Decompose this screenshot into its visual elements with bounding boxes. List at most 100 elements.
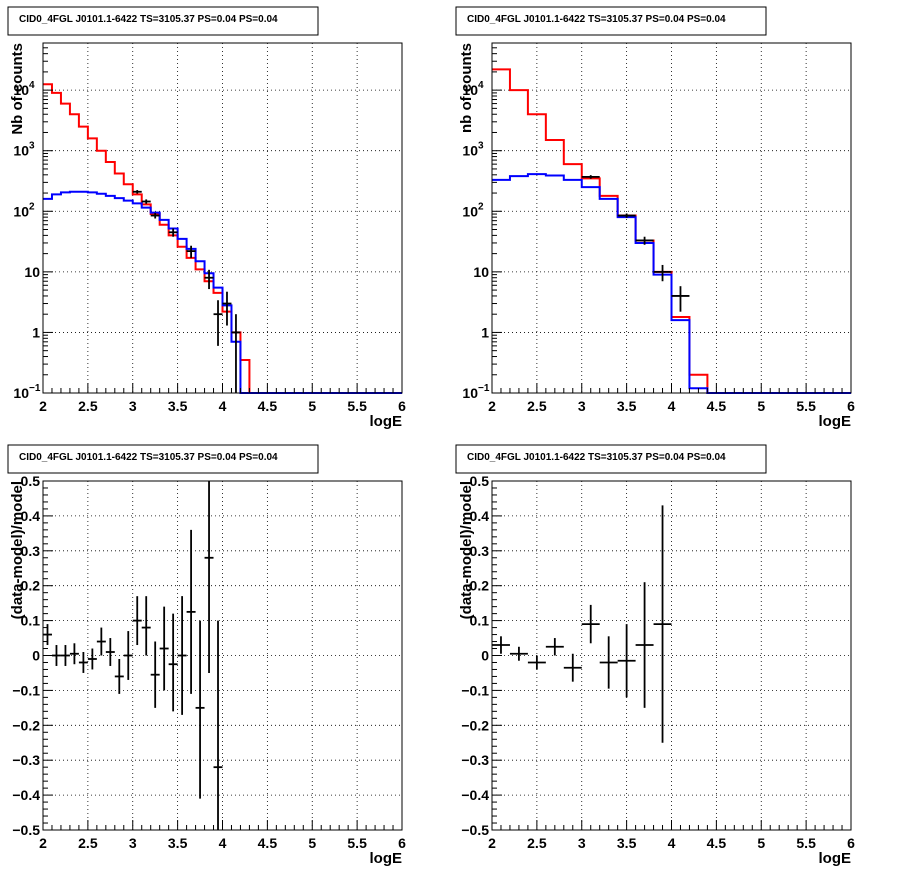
data-point — [617, 213, 636, 218]
data-point — [671, 286, 690, 312]
y-tick-label: −0.1 — [461, 682, 489, 698]
y-tick-exponent: 3 — [29, 141, 35, 152]
x-axis-label: logE — [819, 413, 852, 430]
y-tick-exponent: −1 — [29, 383, 41, 394]
y-tick-label: 10 — [13, 385, 29, 401]
series-line-1 — [43, 83, 402, 394]
x-tick-label: 2 — [488, 835, 496, 851]
data-point — [635, 582, 654, 708]
y-tick-label: 0.4 — [21, 508, 41, 524]
y-tick-label: −0.1 — [12, 682, 40, 698]
series-line-2 — [43, 190, 402, 394]
data-point — [527, 655, 546, 670]
y-tick-label: −0.2 — [12, 717, 40, 733]
y-tick-label: −0.4 — [461, 787, 489, 803]
y-tick-label: 10 — [462, 143, 478, 159]
x-tick-label: 6 — [398, 398, 406, 414]
x-tick-label: 6 — [847, 835, 855, 851]
data-point — [114, 658, 124, 694]
y-axis-label: (data-model)/model — [458, 481, 475, 619]
data-point — [168, 228, 178, 237]
x-tick-label: 2.5 — [527, 398, 547, 414]
data-point — [150, 641, 160, 708]
data-point — [51, 645, 61, 666]
x-tick-label: 3.5 — [617, 835, 637, 851]
x-tick-label: 5 — [757, 835, 765, 851]
chart-panel-1: CID0_4FGL J0101.1-6422 TS=3105.37 PS=0.0… — [7, 6, 406, 430]
y-tick-label: 0.3 — [470, 543, 490, 559]
y-axis-label: Nb of counts — [9, 43, 26, 135]
y-tick-label: 0.5 — [470, 473, 490, 489]
y-tick-label: 0.2 — [470, 578, 490, 594]
y-tick-label: 10 — [24, 264, 40, 280]
data-point — [87, 648, 97, 670]
x-tick-label: 4 — [668, 835, 676, 851]
x-tick-label: 2.5 — [78, 398, 98, 414]
data-point — [204, 269, 214, 290]
data-point — [78, 652, 88, 673]
chart-panel-3: CID0_4FGL J0101.1-6422 TS=3105.37 PS=0.0… — [7, 444, 406, 867]
y-tick-label: −0.5 — [12, 822, 40, 838]
y-tick-label: 0.4 — [470, 508, 490, 524]
x-tick-label: 5 — [308, 835, 316, 851]
y-tick-label: 1 — [32, 324, 40, 340]
data-point — [132, 596, 142, 646]
y-tick-label: 10 — [13, 203, 29, 219]
x-tick-label: 5.5 — [347, 835, 367, 851]
title-box — [455, 6, 767, 36]
data-point — [617, 624, 636, 698]
data-point — [141, 596, 151, 656]
x-tick-label: 3 — [129, 835, 137, 851]
y-tick-label: 10 — [13, 143, 29, 159]
y-tick-exponent: 3 — [478, 141, 484, 152]
title-box — [7, 444, 319, 474]
chart-title: CID0_4FGL J0101.1-6422 TS=3105.37 PS=0.0… — [19, 14, 278, 25]
data-point — [545, 638, 564, 656]
data-point — [69, 643, 79, 665]
x-tick-label: 2.5 — [78, 835, 98, 851]
y-tick-exponent: 4 — [29, 80, 35, 91]
x-tick-label: 5.5 — [796, 398, 816, 414]
data-point — [123, 631, 133, 680]
x-tick-label: 4 — [219, 835, 227, 851]
data-point — [168, 613, 178, 712]
y-tick-label: 1 — [481, 324, 489, 340]
x-tick-label: 4.5 — [707, 835, 727, 851]
x-tick-label: 5.5 — [347, 398, 367, 414]
data-point — [177, 596, 187, 715]
x-tick-label: 3.5 — [617, 398, 637, 414]
y-tick-label: 10 — [13, 82, 29, 98]
x-tick-label: 5 — [308, 398, 316, 414]
x-tick-label: 2 — [39, 835, 47, 851]
y-axis-label: (data-model)/model — [9, 481, 26, 619]
data-point — [132, 190, 142, 194]
data-point — [509, 646, 528, 661]
data-point — [581, 604, 600, 644]
series-line-2 — [492, 173, 851, 394]
y-tick-label: −0.4 — [12, 787, 40, 803]
title-box — [455, 444, 767, 474]
x-tick-label: 4 — [219, 398, 227, 414]
x-tick-label: 4.5 — [258, 835, 278, 851]
data-point — [204, 481, 214, 673]
y-tick-label: 0.5 — [21, 473, 41, 489]
data-point — [150, 212, 160, 219]
y-tick-exponent: 2 — [478, 201, 484, 212]
data-point — [141, 199, 151, 204]
data-point — [635, 236, 654, 245]
data-point — [186, 245, 196, 258]
data-point — [96, 627, 106, 656]
x-axis-label: logE — [370, 413, 403, 430]
y-tick-label: 0.2 — [21, 578, 41, 594]
data-point — [222, 291, 232, 326]
data-point — [213, 300, 223, 346]
x-tick-label: 2 — [488, 398, 496, 414]
y-tick-exponent: 4 — [478, 80, 484, 91]
x-tick-label: 4.5 — [707, 398, 727, 414]
data-point — [60, 645, 70, 666]
x-tick-label: 3.5 — [168, 398, 188, 414]
data-point — [653, 505, 672, 743]
x-tick-label: 5 — [757, 398, 765, 414]
data-point — [563, 653, 582, 682]
y-tick-label: −0.2 — [461, 717, 489, 733]
